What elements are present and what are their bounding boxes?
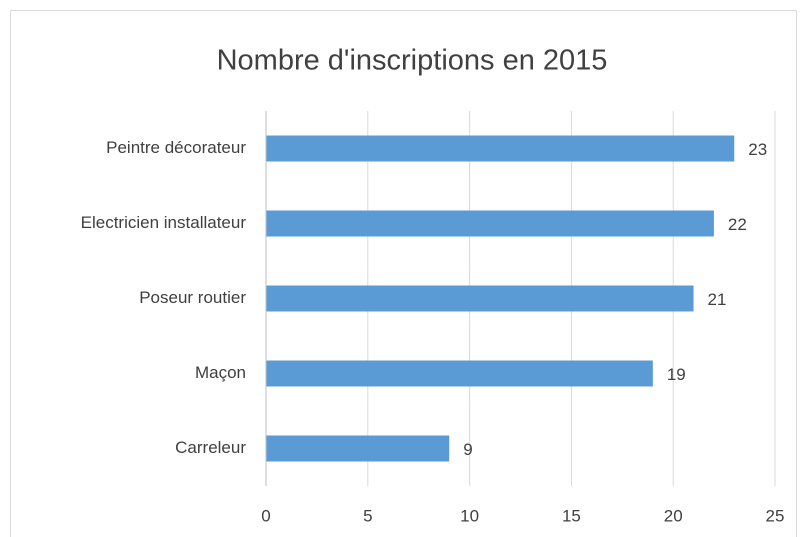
y-tick-label: Poseur routier <box>139 288 246 307</box>
bar <box>266 135 735 162</box>
data-label: 9 <box>463 440 472 459</box>
x-tick-label: 20 <box>664 506 683 525</box>
y-tick-label: Maçon <box>195 363 246 382</box>
x-tick-label: 25 <box>766 506 785 525</box>
bar <box>266 210 714 237</box>
x-tick-label: 5 <box>363 506 372 525</box>
data-label: 23 <box>748 140 767 159</box>
x-tick-label: 15 <box>562 506 581 525</box>
x-tick-label: 0 <box>261 506 270 525</box>
y-tick-label: Electricien installateur <box>81 213 247 232</box>
bar <box>266 285 694 312</box>
data-label: 19 <box>667 365 686 384</box>
bar <box>266 360 653 387</box>
y-tick-label: Carreleur <box>175 438 246 457</box>
bar <box>266 435 450 462</box>
data-label: 21 <box>708 290 727 309</box>
chart-title: Nombre d'inscriptions en 2015 <box>217 45 608 77</box>
y-tick-label: Peintre décorateur <box>106 138 246 157</box>
data-label: 22 <box>728 215 747 234</box>
x-tick-label: 10 <box>460 506 479 525</box>
